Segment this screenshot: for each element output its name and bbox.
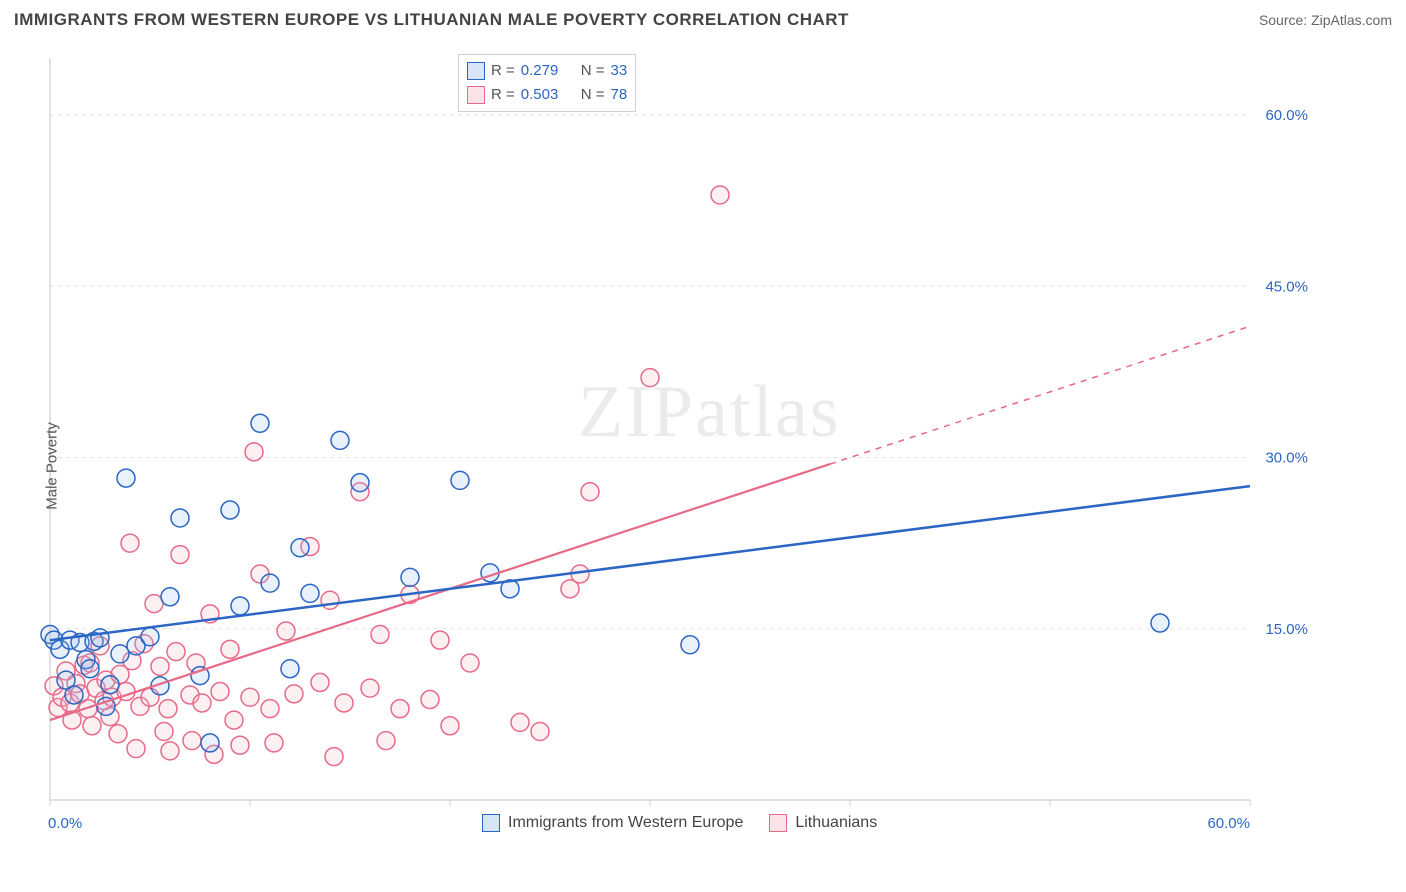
data-point-pink — [225, 711, 243, 729]
data-point-pink — [231, 736, 249, 754]
data-point-pink — [261, 700, 279, 718]
trendline-pink-dashed — [830, 326, 1250, 464]
legend-r-value: 0.279 — [521, 59, 575, 83]
data-point-blue — [281, 660, 299, 678]
data-point-blue — [451, 471, 469, 489]
legend-swatch-pink — [467, 86, 485, 104]
data-point-blue — [171, 509, 189, 527]
data-point-blue — [65, 686, 83, 704]
data-point-pink — [431, 631, 449, 649]
data-point-pink — [421, 691, 439, 709]
data-point-pink — [711, 186, 729, 204]
data-point-pink — [461, 654, 479, 672]
data-point-pink — [121, 534, 139, 552]
data-point-pink — [155, 723, 173, 741]
data-point-blue — [161, 588, 179, 606]
data-point-blue — [91, 629, 109, 647]
data-point-pink — [581, 483, 599, 501]
data-point-pink — [167, 643, 185, 661]
data-point-blue — [101, 676, 119, 694]
data-point-blue — [291, 539, 309, 557]
data-point-pink — [161, 742, 179, 760]
data-point-blue — [261, 574, 279, 592]
x-tick-label: 0.0% — [48, 815, 82, 832]
data-point-pink — [151, 657, 169, 675]
data-point-pink — [285, 685, 303, 703]
data-point-pink — [371, 625, 389, 643]
legend-swatch-blue — [482, 814, 500, 832]
data-point-pink — [391, 700, 409, 718]
y-tick-label: 30.0% — [1265, 450, 1308, 467]
data-point-blue — [1151, 614, 1169, 632]
data-point-pink — [83, 717, 101, 735]
data-point-pink — [265, 734, 283, 752]
data-point-pink — [377, 732, 395, 750]
x-tick-label: 60.0% — [1207, 815, 1250, 832]
data-point-pink — [183, 732, 201, 750]
data-point-blue — [221, 501, 239, 519]
data-point-pink — [221, 640, 239, 658]
data-point-pink — [109, 725, 127, 743]
legend-stats: R =0.279N =33R =0.503N =78 — [458, 54, 636, 112]
data-point-pink — [211, 683, 229, 701]
y-tick-label: 45.0% — [1265, 278, 1308, 295]
legend-item-pink: Lithuanians — [769, 814, 877, 832]
data-point-pink — [245, 443, 263, 461]
source-label: Source: ZipAtlas.com — [1259, 12, 1392, 28]
data-point-pink — [641, 369, 659, 387]
data-point-pink — [335, 694, 353, 712]
data-point-blue — [141, 628, 159, 646]
legend-series: Immigrants from Western Europe Lithuanian… — [482, 814, 877, 832]
scatter-plot: 0.0% 60.0% 15.0% 30.0% 45.0% 60.0% — [0, 40, 1360, 870]
legend-label-blue: Immigrants from Western Europe — [508, 814, 743, 832]
data-point-blue — [681, 636, 699, 654]
legend-r-value: 0.503 — [521, 83, 575, 107]
data-point-blue — [401, 568, 419, 586]
y-tick-label: 60.0% — [1265, 107, 1308, 124]
data-point-blue — [201, 734, 219, 752]
data-point-blue — [301, 584, 319, 602]
data-point-blue — [251, 414, 269, 432]
legend-swatch-pink — [769, 814, 787, 832]
legend-item-blue: Immigrants from Western Europe — [482, 814, 743, 832]
y-axis-label: Male Poverty — [43, 422, 60, 510]
chart-title: IMMIGRANTS FROM WESTERN EUROPE VS LITHUA… — [14, 10, 849, 30]
legend-n-label: N = — [581, 83, 605, 107]
source-prefix: Source: — [1259, 12, 1311, 28]
data-point-blue — [331, 431, 349, 449]
data-point-pink — [531, 723, 549, 741]
data-point-blue — [351, 474, 369, 492]
data-point-blue — [117, 469, 135, 487]
data-point-pink — [241, 688, 259, 706]
data-point-blue — [231, 597, 249, 615]
data-point-pink — [277, 622, 295, 640]
legend-n-value: 33 — [611, 59, 628, 83]
legend-swatch-blue — [467, 62, 485, 80]
data-point-blue — [111, 645, 129, 663]
data-point-blue — [81, 660, 99, 678]
legend-label-pink: Lithuanians — [795, 814, 877, 832]
legend-n-label: N = — [581, 59, 605, 83]
data-point-pink — [127, 740, 145, 758]
data-point-pink — [361, 679, 379, 697]
data-point-pink — [171, 546, 189, 564]
data-point-pink — [325, 748, 343, 766]
data-point-pink — [159, 700, 177, 718]
legend-r-label: R = — [491, 59, 515, 83]
legend-n-value: 78 — [611, 83, 628, 107]
data-point-pink — [193, 694, 211, 712]
data-point-pink — [321, 591, 339, 609]
chart-area: Male Poverty 0.0% 60.0% 15.0% 30.0% 45.0% 60.… — [0, 40, 1406, 892]
legend-stats-row-pink: R =0.503N =78 — [467, 83, 627, 107]
legend-stats-row-blue: R =0.279N =33 — [467, 59, 627, 83]
y-tick-label: 15.0% — [1265, 621, 1308, 638]
legend-r-label: R = — [491, 83, 515, 107]
source-name: ZipAtlas.com — [1311, 12, 1392, 28]
data-point-pink — [311, 673, 329, 691]
data-point-pink — [441, 717, 459, 735]
data-point-pink — [511, 713, 529, 731]
